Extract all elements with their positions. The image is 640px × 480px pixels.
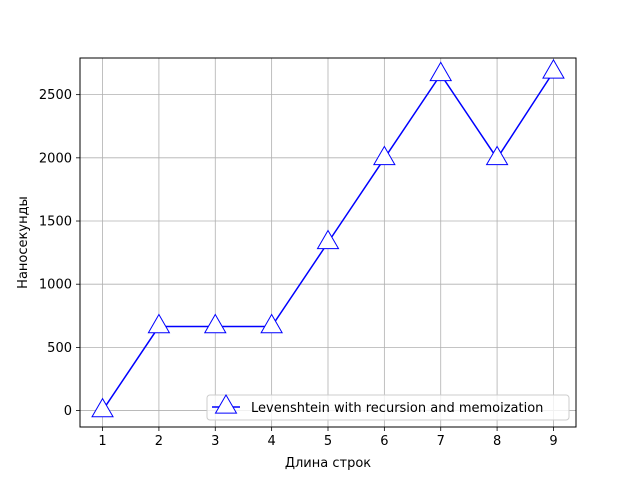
legend: Levenshtein with recursion and memoizati…: [206, 393, 570, 421]
x-tick-label: 9: [549, 434, 557, 449]
y-tick-label: 1500: [39, 215, 72, 230]
x-tick-label: 4: [267, 434, 275, 449]
legend-box: [206, 394, 570, 421]
x-tick-label: 1: [98, 434, 106, 449]
x-tick-label: 6: [380, 434, 388, 449]
data-point-marker: [429, 61, 453, 82]
x-tick-label: 7: [437, 434, 445, 449]
legend-triangle-icon: [214, 393, 238, 414]
x-tick-label: 3: [211, 434, 219, 449]
data-point-marker: [91, 397, 114, 418]
x-tick-label: 2: [155, 434, 163, 449]
y-tick-label: 2000: [39, 151, 72, 166]
data-point-marker: [316, 229, 340, 250]
y-tick-label: 2500: [39, 88, 72, 103]
x-tick-label: 8: [493, 434, 501, 449]
x-axis-ticks: 1 2 3 4 5 6 7 8 9: [98, 427, 558, 449]
y-axis-label: Наносекунды: [16, 196, 31, 289]
x-axis-label: Длина строк: [285, 456, 371, 471]
x-tick-label: 5: [324, 434, 332, 449]
data-point-marker: [542, 58, 565, 79]
y-tick-label: 1000: [39, 278, 72, 293]
data-point-marker: [260, 313, 284, 334]
data-point-marker: [485, 145, 509, 166]
y-axis-ticks: 0 500 1000 1500 2000 2500: [39, 88, 80, 419]
data-point-marker: [372, 145, 396, 166]
legend-label: Levenshtein with recursion and memoizati…: [251, 401, 543, 416]
data-point-marker: [203, 313, 227, 334]
data-point-marker: [147, 313, 171, 334]
y-tick-label: 500: [47, 341, 72, 356]
series-marker-layer: [91, 58, 565, 418]
y-tick-label: 0: [64, 404, 72, 419]
